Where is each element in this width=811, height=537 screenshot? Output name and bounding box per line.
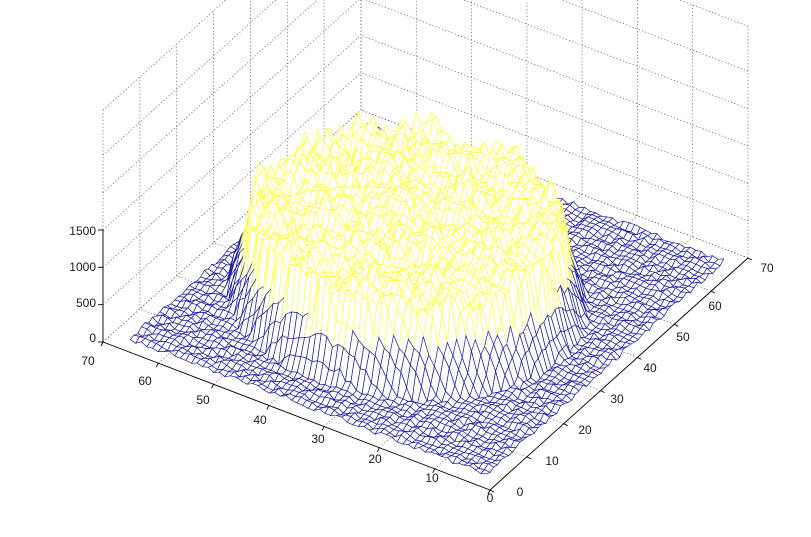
y-tick-mark [266,405,270,410]
grid-line [360,34,749,184]
y-tick-label-50: 50 [196,393,210,407]
grid-line [102,0,318,193]
y-tick-mark [432,468,436,474]
y-tick-label-0: 0 [487,491,494,505]
x-tick-label-20: 20 [578,423,592,437]
grid-line [102,0,227,111]
x-tick-mark [674,323,679,327]
grid-line [102,35,362,268]
surface-mesh [129,111,725,475]
z-tick-label-0: 0 [89,331,96,345]
x-tick-mark [600,390,605,394]
x-tick-label-50: 50 [676,330,690,344]
x-tick-mark [710,290,716,294]
grid-line [360,72,749,222]
grid-line [102,72,362,305]
y-tick-label-30: 30 [311,432,325,446]
x-axis-line [489,257,749,491]
x-tick-mark [489,489,495,493]
x-tick-mark [747,257,753,261]
y-tick-mark [211,384,215,389]
y-tick-label-70: 70 [81,354,95,368]
x-tick-label-40: 40 [643,361,657,375]
x-tick-mark [563,423,568,427]
x-tick-label-0: 0 [517,485,524,499]
y-tick-label-40: 40 [253,413,267,427]
z-tick-label-500: 500 [76,296,96,310]
y-tick-mark [155,362,159,368]
x-tick-label-60: 60 [708,299,722,313]
x-tick-mark [637,356,642,360]
grid-line [360,109,749,259]
grid-line [102,0,277,156]
grid-line [678,0,749,27]
surface-cell [480,469,491,475]
y-tick-label-20: 20 [368,452,382,466]
x-tick-label-10: 10 [545,454,559,468]
y-tick-label-60: 60 [138,374,152,388]
grid-line [560,0,749,72]
x-tick-label-30: 30 [610,392,624,406]
x-tick-label-70: 70 [760,261,774,275]
axis-lines [98,229,753,495]
grid-line [462,0,749,110]
y-tick-mark [321,426,325,431]
y-tick-mark [100,341,104,347]
y-tick-mark [376,447,380,452]
grid-line [365,0,749,147]
y-tick-mark [487,489,491,495]
y-axis-line [102,341,491,491]
z-tick-label-1500: 1500 [69,224,96,238]
y-tick-label-10: 10 [425,471,439,485]
x-tick-mark [526,456,532,460]
z-tick-label-1000: 1000 [69,260,96,274]
grid-line [102,0,360,231]
